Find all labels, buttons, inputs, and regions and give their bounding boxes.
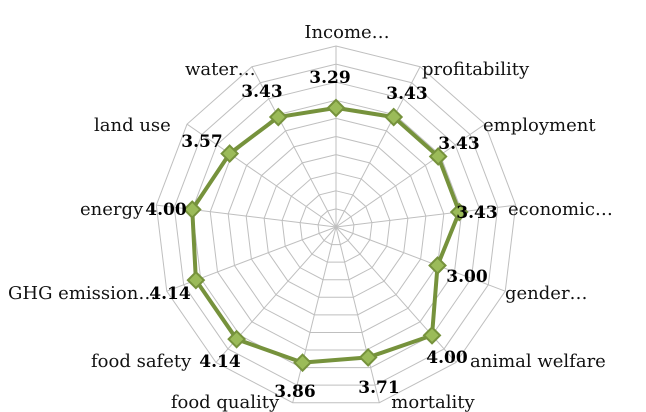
category-label: economic… bbox=[508, 199, 613, 220]
radar-series bbox=[182, 98, 469, 373]
value-labels: 3.29 3.43 3.43 3.43 3.00 4.00 3.71 3.86 4.14 4.14… bbox=[145, 68, 497, 402]
data-point-marker bbox=[428, 147, 448, 166]
data-value-label: 3.29 bbox=[309, 68, 350, 88]
category-label: food safety bbox=[91, 351, 192, 372]
category-label: employment bbox=[483, 115, 596, 136]
radar-grid bbox=[155, 45, 517, 404]
data-point-marker bbox=[428, 256, 447, 275]
category-label: GHG emission… bbox=[8, 283, 156, 304]
grid-ring bbox=[227, 117, 445, 333]
category-label: profitability bbox=[422, 59, 530, 80]
category-label: animal welfare bbox=[470, 351, 606, 372]
grid-spoke bbox=[292, 226, 337, 403]
data-point-marker bbox=[186, 270, 206, 290]
data-point-marker bbox=[293, 353, 312, 373]
data-value-label: 4.14 bbox=[199, 352, 241, 372]
data-value-label: 4.00 bbox=[145, 200, 187, 220]
category-label: gender… bbox=[505, 283, 588, 304]
grid-ring bbox=[263, 154, 409, 298]
data-value-label: 3.43 bbox=[386, 84, 427, 104]
data-point-marker bbox=[227, 329, 247, 349]
category-label: mortality bbox=[391, 392, 475, 412]
data-point-marker bbox=[422, 325, 442, 345]
data-point-marker bbox=[182, 200, 202, 219]
data-point-marker bbox=[326, 98, 346, 118]
series-line bbox=[190, 105, 462, 365]
data-value-label: 3.86 bbox=[274, 382, 315, 402]
category-label: water… bbox=[185, 59, 256, 80]
category-label: energy bbox=[80, 199, 144, 220]
data-value-label: 3.00 bbox=[446, 267, 488, 287]
data-point-marker bbox=[358, 347, 378, 367]
grid-spoke bbox=[251, 66, 337, 228]
data-value-label: 3.43 bbox=[241, 82, 282, 102]
grid-ring bbox=[317, 208, 355, 246]
category-labels: Income… profitability employment economic… g… bbox=[8, 22, 613, 412]
grid-ring bbox=[245, 135, 427, 316]
grid-ring bbox=[191, 81, 481, 369]
grid-ring bbox=[173, 63, 499, 386]
data-point-marker bbox=[220, 144, 240, 164]
category-label: land use bbox=[94, 115, 171, 136]
grid-spoke bbox=[335, 204, 516, 228]
grid-ring bbox=[281, 172, 391, 281]
grid-ring bbox=[155, 45, 517, 404]
grid-ring bbox=[209, 99, 463, 351]
category-label: food quality bbox=[171, 392, 280, 412]
grid-spoke bbox=[186, 123, 337, 228]
data-value-label: 4.00 bbox=[426, 348, 468, 368]
data-point-marker bbox=[449, 202, 469, 222]
grid-ring bbox=[299, 190, 373, 263]
grid-spoke bbox=[335, 226, 380, 403]
grid-spoke bbox=[335, 123, 486, 228]
data-point-marker bbox=[268, 107, 288, 127]
data-value-label: 3.43 bbox=[438, 134, 479, 154]
grid-spoke bbox=[335, 66, 421, 228]
grid-spoke bbox=[335, 226, 457, 363]
data-value-label: 3.57 bbox=[181, 132, 222, 152]
category-label: Income… bbox=[304, 22, 389, 43]
grid-spoke bbox=[335, 226, 506, 292]
data-point-marker bbox=[384, 107, 404, 127]
data-value-label: 3.71 bbox=[358, 378, 399, 398]
data-value-label: 3.43 bbox=[456, 203, 497, 223]
data-value-label: 4.14 bbox=[149, 284, 191, 304]
